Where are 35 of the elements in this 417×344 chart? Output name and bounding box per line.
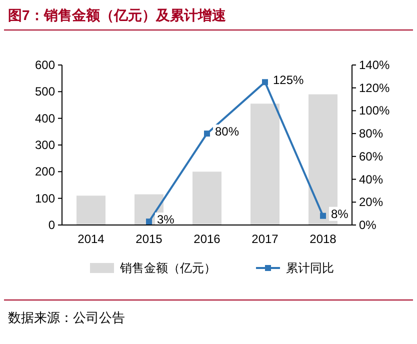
y-tick-label: 200 [34, 164, 56, 179]
y2-tick-label: 80% [359, 126, 384, 141]
data-label: 3% [157, 212, 175, 227]
point [146, 218, 152, 225]
x-tick-label: 2017 [252, 232, 279, 246]
x-tick-label: 2014 [78, 232, 105, 246]
bar [250, 104, 280, 225]
point [262, 79, 268, 86]
y2-tick-label: 100% [359, 104, 390, 118]
bar [192, 172, 222, 225]
data-label: 8% [331, 206, 349, 221]
legend-label: 累计同比 [286, 261, 334, 275]
source-note: 数据来源：公司公告 [8, 310, 125, 325]
y-tick-label: 100 [34, 191, 56, 206]
y-tick-label: 500 [34, 84, 56, 99]
y-tick-label: 300 [34, 138, 56, 152]
y2-tick-label: 0% [359, 218, 377, 232]
point [204, 130, 210, 137]
bar [76, 196, 106, 225]
point [320, 212, 326, 219]
chart-title: 图7：销售金额（亿元）及累计增速 [8, 7, 227, 23]
y2-tick-label: 40% [359, 172, 384, 186]
y2-tick-label: 20% [359, 195, 384, 210]
y-tick-label: 600 [34, 58, 56, 72]
y-tick-label: 0 [48, 218, 56, 232]
legend-label: 销售金额（亿元） [119, 261, 216, 275]
data-label: 125% [273, 73, 304, 88]
y2-tick-label: 140% [359, 58, 390, 72]
y2-tick-label: 120% [359, 80, 390, 95]
x-tick-label: 2018 [310, 232, 337, 246]
y2-tick-label: 60% [359, 149, 384, 164]
data-label: 80% [215, 124, 240, 139]
x-tick-label: 2016 [194, 232, 221, 246]
y-tick-label: 400 [34, 111, 56, 126]
x-tick-label: 2015 [136, 232, 163, 246]
